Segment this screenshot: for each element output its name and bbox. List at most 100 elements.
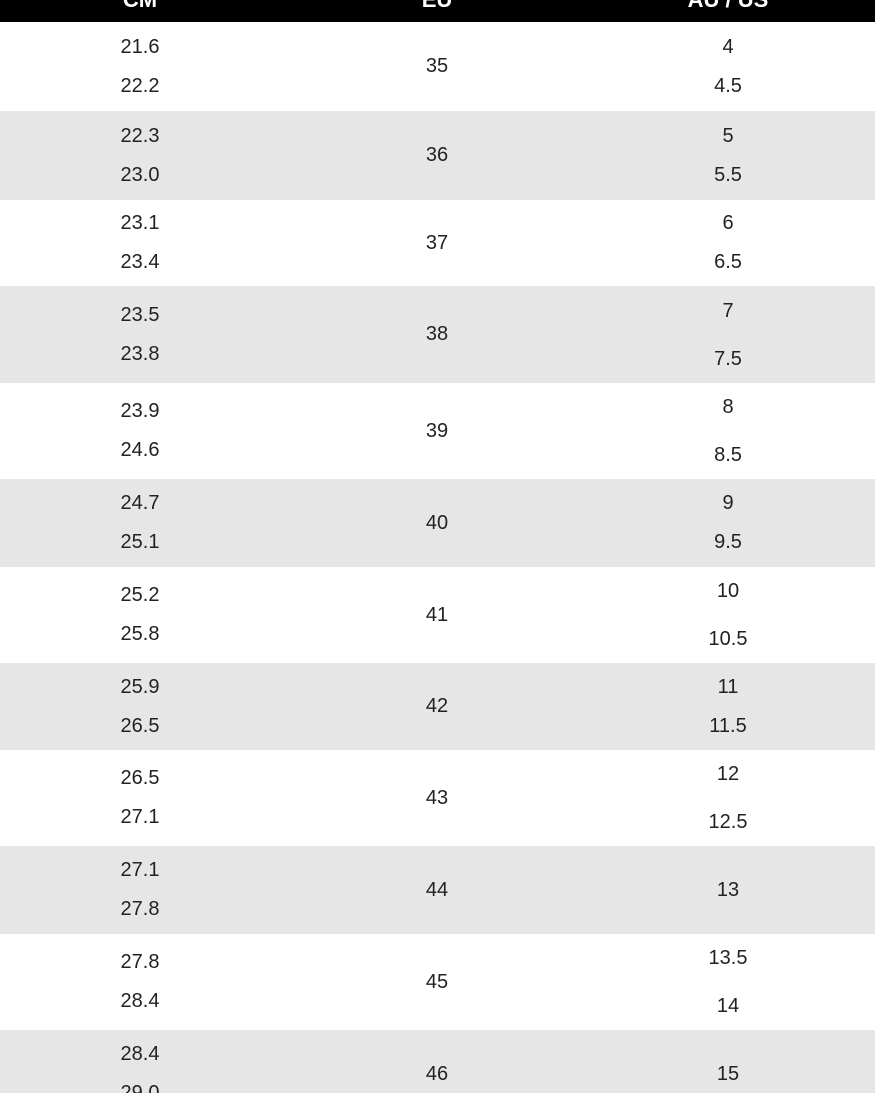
size-value: 24.7	[120, 492, 160, 514]
size-value: 37	[425, 231, 449, 254]
size-value: 39	[425, 419, 449, 442]
size-value: 24.6	[120, 439, 160, 461]
cell-eu: 37	[280, 200, 594, 286]
size-value: 13	[716, 878, 740, 901]
table-row: 28.4 29.0 46 15	[0, 1030, 875, 1093]
size-value: 44	[425, 878, 449, 901]
header-bar: CMEUAU / US	[0, 0, 875, 22]
cell-us: 9 9.5	[594, 479, 862, 567]
size-value: 15	[716, 1062, 740, 1085]
cell-cm: 27.8 28.4	[0, 934, 280, 1030]
cell-eu: 38	[280, 286, 594, 383]
column-header: EU	[280, 0, 594, 13]
cell-eu: 46	[280, 1030, 594, 1093]
size-value: 23.8	[120, 342, 160, 365]
cell-us: 11 11.5	[594, 663, 862, 750]
size-value: 9.5	[714, 531, 742, 553]
cell-cm: 24.7 25.1	[0, 479, 280, 567]
cell-us: 7 7.5	[594, 286, 862, 383]
size-value: 4	[722, 35, 734, 58]
size-value: 4.5	[714, 74, 742, 97]
size-value: 42	[425, 695, 449, 717]
size-value: 8.5	[714, 444, 742, 466]
size-value: 8	[722, 396, 734, 418]
size-value: 43	[425, 786, 449, 809]
size-value: 5	[722, 124, 734, 147]
size-value: 27.8	[120, 951, 160, 973]
size-value: 27.1	[120, 859, 160, 881]
size-value: 35	[425, 55, 449, 77]
column-header: AU / US	[594, 0, 862, 13]
size-value: 36	[425, 144, 449, 166]
cell-cm: 25.2 25.8	[0, 567, 280, 663]
size-value: 21.6	[120, 35, 160, 58]
size-value: 38	[425, 323, 449, 345]
cell-us: 5 5.5	[594, 111, 862, 200]
table-row: 23.9 24.6 39 8 8.5	[0, 383, 875, 479]
cell-eu: 35	[280, 22, 594, 111]
size-value: 10.5	[708, 628, 748, 650]
size-value: 7.5	[714, 347, 742, 370]
size-value: 23.1	[120, 212, 160, 234]
size-value: 29.0	[120, 1082, 160, 1093]
cell-us: 15	[594, 1030, 862, 1093]
size-value: 9	[722, 492, 734, 514]
cell-cm: 21.6 22.2	[0, 22, 280, 111]
size-value: 10	[716, 580, 740, 602]
table-row: 25.2 25.8 41 10 10.5	[0, 567, 875, 663]
size-value: 22.3	[120, 124, 160, 147]
size-value: 22.2	[120, 74, 160, 97]
cell-us: 10 10.5	[594, 567, 862, 663]
size-value: 11.5	[709, 714, 747, 737]
table-row: 25.9 26.5 42 11 11.5	[0, 663, 875, 750]
size-value: 23.0	[120, 163, 160, 186]
size-value: 12.5	[708, 811, 748, 833]
cell-cm: 28.4 29.0	[0, 1030, 280, 1093]
cell-cm: 22.3 23.0	[0, 111, 280, 200]
size-value: 5.5	[714, 163, 742, 186]
cell-us: 13	[594, 846, 862, 934]
size-value: 14	[716, 995, 740, 1017]
size-value: 25.9	[120, 675, 160, 698]
size-value: 23.5	[120, 303, 160, 326]
size-value: 6.5	[714, 251, 742, 273]
size-value: 28.4	[120, 1043, 160, 1065]
table-row: 23.5 23.8 38 7 7.5	[0, 286, 875, 383]
size-value: 26.5	[120, 714, 160, 737]
table-row: 22.3 23.0 36 5 5.5	[0, 111, 875, 200]
size-value: 26.5	[120, 767, 160, 789]
size-value: 41	[425, 603, 449, 626]
cell-eu: 39	[280, 383, 594, 479]
size-value: 6	[722, 212, 734, 234]
size-value: 25.1	[120, 531, 160, 553]
cell-us: 12 12.5	[594, 750, 862, 846]
size-value: 45	[425, 970, 449, 993]
size-value: 28.4	[120, 990, 160, 1012]
size-value: 25.8	[120, 623, 160, 645]
cell-cm: 25.9 26.5	[0, 663, 280, 750]
size-value: 27.8	[120, 898, 160, 920]
table-row: 21.6 22.2 35 4 4.5	[0, 22, 875, 111]
table-row: 27.8 28.4 45 13.5 14	[0, 934, 875, 1030]
table-row: 26.5 27.1 43 12 12.5	[0, 750, 875, 846]
size-value: 12	[716, 763, 740, 785]
size-value: 23.9	[120, 400, 160, 422]
cell-cm: 23.5 23.8	[0, 286, 280, 383]
cell-cm: 27.1 27.8	[0, 846, 280, 934]
cell-eu: 45	[280, 934, 594, 1030]
cell-eu: 40	[280, 479, 594, 567]
size-value: 7	[722, 299, 734, 322]
table-row: 23.1 23.4 37 6 6.5	[0, 200, 875, 286]
cell-us: 4 4.5	[594, 22, 862, 111]
cell-eu: 36	[280, 111, 594, 200]
size-value: 25.2	[120, 584, 160, 606]
table-row: 27.1 27.8 44 13	[0, 846, 875, 934]
size-value: 27.1	[120, 806, 160, 828]
size-value: 40	[425, 511, 449, 534]
cell-eu: 41	[280, 567, 594, 663]
cell-cm: 23.1 23.4	[0, 200, 280, 286]
cell-cm: 26.5 27.1	[0, 750, 280, 846]
cell-eu: 42	[280, 663, 594, 750]
cell-us: 13.5 14	[594, 934, 862, 1030]
